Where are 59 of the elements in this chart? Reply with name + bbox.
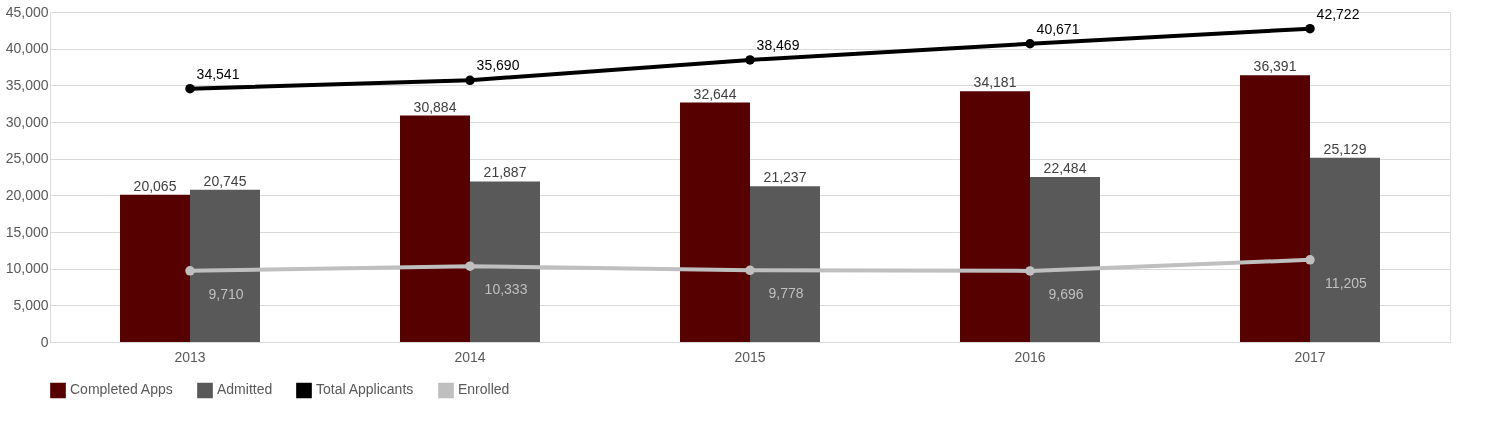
bar xyxy=(400,115,470,342)
legend-label: Admitted xyxy=(217,381,273,398)
data-label: 25,129 xyxy=(1323,140,1367,157)
bar xyxy=(120,194,190,342)
y-tick-label: 40,000 xyxy=(5,40,49,57)
data-label: 11,205 xyxy=(1325,274,1368,291)
y-tick-label: 45,000 xyxy=(5,3,49,20)
legend-label: Total Applicants xyxy=(316,381,414,398)
data-label: 32,644 xyxy=(693,85,737,102)
x-tick-label: 2017 xyxy=(1294,348,1326,365)
point xyxy=(465,75,475,86)
y-tick-label: 20,000 xyxy=(5,186,49,203)
point xyxy=(745,265,755,276)
data-label: 20,745 xyxy=(203,172,247,189)
data-label: 21,237 xyxy=(763,169,807,186)
data-label: 9,710 xyxy=(208,285,244,302)
data-label: 40,671 xyxy=(1036,20,1080,37)
bar xyxy=(750,186,820,342)
data-label: 9,778 xyxy=(768,285,804,302)
point xyxy=(185,83,195,94)
y-tick-label: 10,000 xyxy=(5,260,49,277)
data-label: 38,469 xyxy=(756,36,800,53)
data-label: 34,181 xyxy=(973,74,1017,91)
legend-label: Enrolled xyxy=(458,381,510,398)
data-label: 30,884 xyxy=(413,98,457,115)
data-label: 42,722 xyxy=(1316,5,1360,22)
data-label: 21,887 xyxy=(483,164,527,181)
data-label: 34,541 xyxy=(196,65,240,82)
data-label: 22,484 xyxy=(1043,160,1087,177)
bar xyxy=(1030,177,1100,342)
y-tick-label: 35,000 xyxy=(5,76,49,93)
y-tick-label: 30,000 xyxy=(5,113,49,130)
x-tick-label: 2015 xyxy=(734,348,766,365)
y-tick-label: 15,000 xyxy=(5,223,49,240)
data-label: 36,391 xyxy=(1253,58,1297,75)
bar xyxy=(470,181,540,342)
y-tick-label: 5,000 xyxy=(13,296,49,313)
legend-label: Completed Apps xyxy=(70,381,173,398)
data-label: 10,333 xyxy=(484,281,528,298)
bar xyxy=(960,91,1030,342)
data-label: 20,065 xyxy=(133,177,177,194)
point xyxy=(1305,23,1315,34)
point xyxy=(185,266,195,276)
y-tick-label: 25,000 xyxy=(5,150,49,167)
point xyxy=(1025,266,1035,276)
point xyxy=(1305,255,1315,265)
data-label: 9,696 xyxy=(1048,285,1084,302)
point xyxy=(465,261,475,271)
bar xyxy=(1240,75,1310,342)
y-tick-label: 0 xyxy=(40,333,49,350)
x-tick-label: 2016 xyxy=(1014,348,1046,365)
data-label: 35,690 xyxy=(476,57,520,74)
bar xyxy=(190,189,260,342)
point xyxy=(1025,39,1035,49)
x-tick-label: 2014 xyxy=(454,348,486,365)
point xyxy=(745,55,755,65)
bar xyxy=(680,102,750,342)
bar xyxy=(1310,157,1380,342)
x-tick-label: 2013 xyxy=(174,348,206,365)
